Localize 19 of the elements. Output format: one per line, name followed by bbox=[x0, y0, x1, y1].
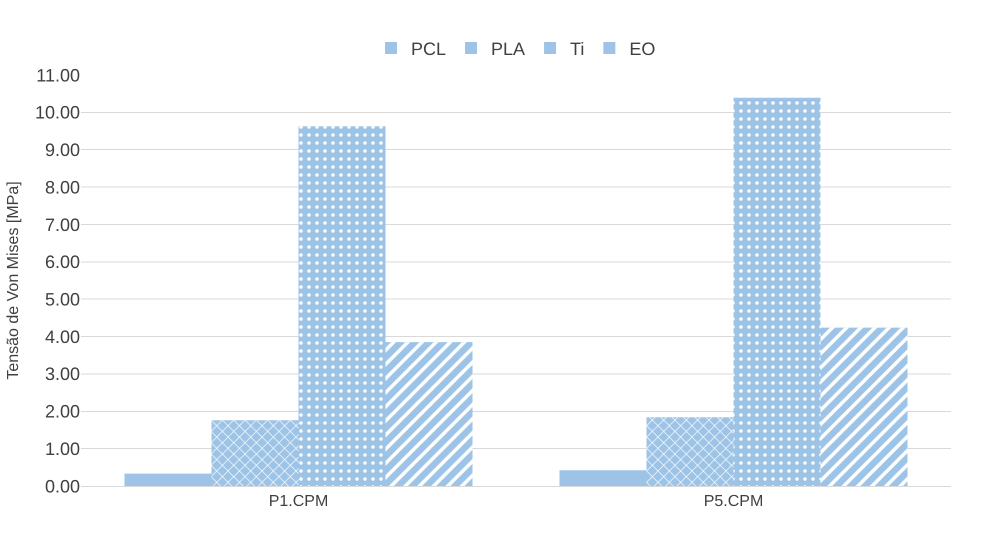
y-axis-title: Tensão de Von Mises [MPa] bbox=[4, 181, 22, 380]
y-tick-label: 10.00 bbox=[34, 102, 80, 123]
y-tick-label: 1.00 bbox=[44, 438, 80, 459]
y-tick-label: 3.00 bbox=[44, 364, 80, 384]
legend-label: PLA bbox=[491, 39, 526, 59]
legend-label: PCL bbox=[411, 39, 446, 59]
y-tick-label: 0.00 bbox=[44, 476, 80, 496]
y-tick-label: 9.00 bbox=[44, 140, 80, 160]
legend-label: EO bbox=[629, 39, 656, 59]
x-tick-label: P1.CPM bbox=[268, 493, 328, 510]
y-tick-label: 6.00 bbox=[44, 252, 80, 272]
x-tick-label: P5.CPM bbox=[704, 493, 764, 510]
y-tick-label: 8.00 bbox=[44, 177, 80, 198]
y-tick-label: 5.00 bbox=[44, 289, 80, 310]
y-tick-label: 7.00 bbox=[44, 214, 80, 235]
y-tick-label: 4.00 bbox=[44, 326, 80, 347]
y-tick-label: 2.00 bbox=[44, 402, 80, 422]
legend-label: Ti bbox=[570, 39, 584, 59]
y-tick-label: 11.00 bbox=[36, 65, 80, 86]
